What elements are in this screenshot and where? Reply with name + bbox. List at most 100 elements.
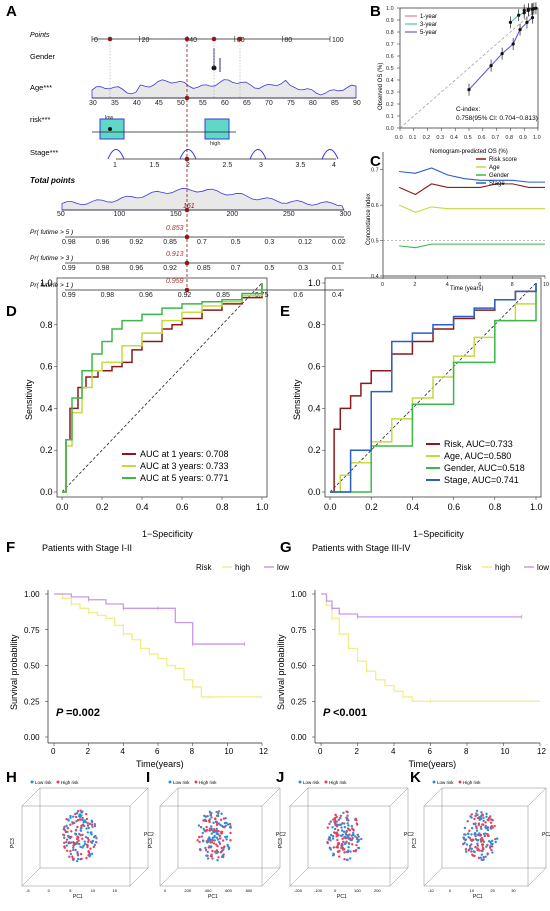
pca-point bbox=[346, 850, 350, 854]
pca-point bbox=[494, 840, 497, 844]
pca-point bbox=[485, 845, 488, 848]
point bbox=[508, 20, 512, 24]
axis-label-pc1: PC1 bbox=[208, 894, 218, 900]
tick-label: 30 bbox=[511, 888, 516, 893]
pca-point bbox=[470, 850, 473, 853]
legend-label: Risk, AUC=0.733 bbox=[444, 439, 513, 449]
pca-point bbox=[78, 818, 81, 821]
pca-point bbox=[346, 822, 349, 825]
pca-point bbox=[466, 820, 469, 823]
tick-label: 0.8 bbox=[40, 320, 53, 330]
cube-face bbox=[21, 805, 131, 887]
pca-point bbox=[200, 835, 203, 838]
pca-point bbox=[77, 839, 80, 842]
legend-label: Low risk bbox=[437, 780, 454, 785]
pca-point bbox=[222, 855, 225, 859]
pca-point bbox=[480, 849, 483, 852]
cube-edge bbox=[261, 867, 281, 887]
pca-point bbox=[482, 840, 486, 843]
pca-point bbox=[335, 815, 338, 819]
legend-dot bbox=[194, 780, 198, 784]
legend-label: low bbox=[537, 563, 549, 572]
roc-curve bbox=[330, 283, 537, 493]
pca-point bbox=[216, 844, 219, 848]
pca-point bbox=[479, 838, 483, 841]
pca-point bbox=[212, 829, 215, 833]
pca-point bbox=[74, 812, 77, 816]
cube-edge bbox=[21, 867, 41, 887]
pca-point bbox=[480, 840, 483, 843]
tick-label: 10 bbox=[224, 747, 233, 756]
pca-point bbox=[470, 827, 474, 830]
pca-point bbox=[79, 845, 82, 849]
x-axis-label: Time (years) bbox=[450, 286, 483, 292]
pca-point bbox=[72, 846, 75, 849]
legend-label: 3-year bbox=[420, 22, 437, 28]
point bbox=[530, 7, 535, 11]
tick-label: 0.00 bbox=[291, 733, 307, 742]
pca-point bbox=[334, 823, 337, 826]
pca-point bbox=[342, 840, 345, 844]
tick-label: 0.1 bbox=[386, 114, 394, 120]
cube-edge bbox=[261, 787, 281, 807]
pca-point bbox=[473, 854, 476, 858]
tick-label: 0.6 bbox=[448, 502, 461, 512]
pca-point bbox=[356, 840, 359, 844]
panel-label-a: A bbox=[6, 3, 17, 20]
pca-point bbox=[468, 844, 472, 848]
stage-density bbox=[107, 149, 125, 160]
pca-point bbox=[491, 851, 494, 854]
tick-label: 0.12 bbox=[298, 239, 312, 246]
pca-point bbox=[332, 831, 336, 834]
tick-label: 0.98 bbox=[101, 292, 115, 299]
tick-label: 100 bbox=[354, 888, 361, 893]
pca-point bbox=[196, 839, 199, 842]
roc-curve bbox=[62, 283, 263, 493]
pca-point bbox=[476, 816, 480, 820]
panel-label: G bbox=[280, 539, 292, 556]
tick-label: 70 bbox=[265, 100, 273, 107]
series-line bbox=[398, 204, 545, 213]
pca-point bbox=[474, 814, 477, 818]
pca-point bbox=[355, 823, 359, 826]
tick-label: 45 bbox=[155, 100, 163, 107]
pca-point bbox=[482, 832, 486, 836]
predicted-value: 0.913 bbox=[166, 251, 184, 258]
tick-label: 3.5 bbox=[296, 162, 306, 169]
tick-label: 80 bbox=[284, 37, 292, 44]
tick-label: 20 bbox=[142, 37, 150, 44]
pca-point bbox=[216, 838, 220, 841]
pca-point bbox=[331, 834, 335, 838]
cube-face bbox=[159, 805, 263, 887]
pca-point bbox=[222, 853, 225, 856]
tick-label: 0.5 bbox=[464, 135, 472, 141]
pca-point bbox=[349, 850, 352, 853]
pca-point bbox=[75, 842, 79, 845]
pca-point bbox=[69, 814, 72, 818]
tick-label: 0 bbox=[381, 282, 384, 288]
cube-face bbox=[423, 805, 529, 887]
pca-point bbox=[68, 855, 71, 858]
pca-point bbox=[215, 827, 218, 831]
tick-label: 6 bbox=[478, 282, 481, 288]
pca-point bbox=[78, 832, 81, 836]
cube-edge bbox=[423, 787, 443, 807]
pca-point bbox=[82, 819, 86, 822]
series-line bbox=[399, 167, 545, 183]
pca-point bbox=[356, 833, 359, 836]
pca-point bbox=[79, 852, 83, 856]
pca-point bbox=[93, 824, 97, 828]
axis-label-pc3: PC3 bbox=[148, 838, 154, 848]
tick-label: 0.5 bbox=[265, 265, 275, 272]
pca-point bbox=[476, 842, 479, 845]
pca-point bbox=[461, 842, 465, 846]
guide-point bbox=[184, 234, 190, 240]
pca-point bbox=[206, 850, 209, 854]
pca-point bbox=[76, 825, 79, 829]
axis-label-pc3: PC3 bbox=[278, 838, 284, 848]
pca-point bbox=[220, 812, 223, 815]
tick-label: 0.4 bbox=[332, 292, 342, 299]
row-label-prob: Pr( futime > 5 ) bbox=[30, 229, 73, 236]
cube-edge bbox=[159, 867, 179, 887]
panel-label: F bbox=[6, 539, 15, 556]
